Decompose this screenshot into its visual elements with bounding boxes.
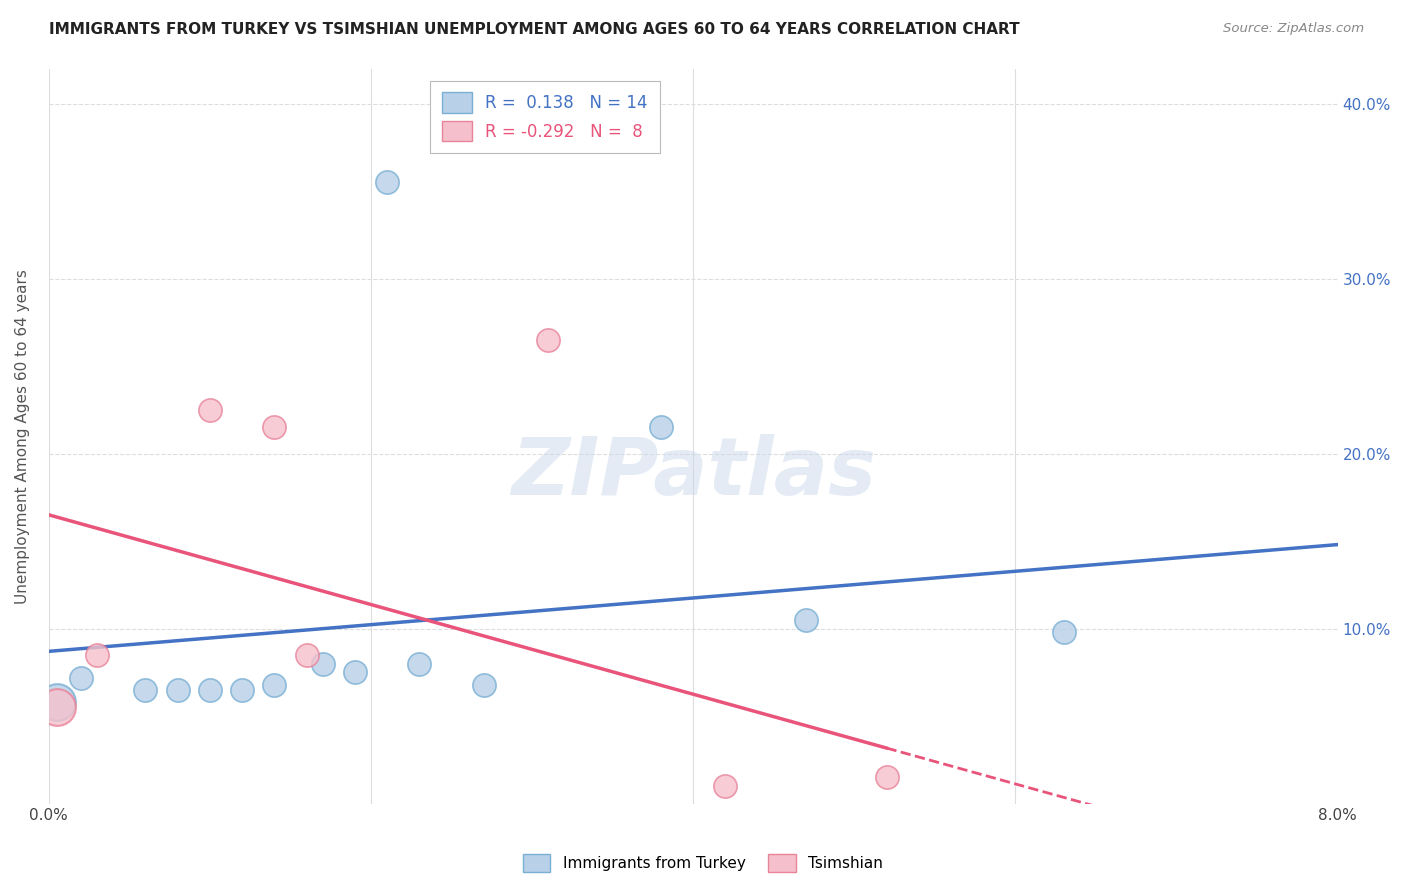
Point [45, 700, 67, 714]
Point [231, 682, 253, 697]
Point [343, 665, 366, 680]
Point [876, 770, 898, 784]
Text: Source: ZipAtlas.com: Source: ZipAtlas.com [1223, 22, 1364, 36]
Legend: Immigrants from Turkey, Tsimshian: Immigrants from Turkey, Tsimshian [516, 846, 890, 880]
Point [375, 175, 398, 189]
Point [472, 677, 495, 691]
Point [166, 682, 188, 697]
Point [134, 682, 156, 697]
Text: IMMIGRANTS FROM TURKEY VS TSIMSHIAN UNEMPLOYMENT AMONG AGES 60 TO 64 YEARS CORRE: IMMIGRANTS FROM TURKEY VS TSIMSHIAN UNEM… [49, 22, 1019, 37]
Point [263, 677, 285, 691]
Point [45, 695, 67, 709]
Legend: R =  0.138   N = 14, R = -0.292   N =  8: R = 0.138 N = 14, R = -0.292 N = 8 [430, 80, 659, 153]
Point [537, 333, 560, 347]
Text: ZIPatlas: ZIPatlas [510, 434, 876, 512]
Point [650, 420, 672, 434]
Point [794, 613, 817, 627]
Point [295, 648, 318, 662]
Point [198, 682, 221, 697]
Point [311, 657, 333, 671]
Point [70, 671, 93, 685]
Point [1053, 625, 1076, 640]
Point [198, 402, 221, 417]
Point [263, 420, 285, 434]
Point [86, 648, 108, 662]
Point [714, 779, 737, 793]
Y-axis label: Unemployment Among Ages 60 to 64 years: Unemployment Among Ages 60 to 64 years [15, 268, 30, 604]
Point [408, 657, 430, 671]
